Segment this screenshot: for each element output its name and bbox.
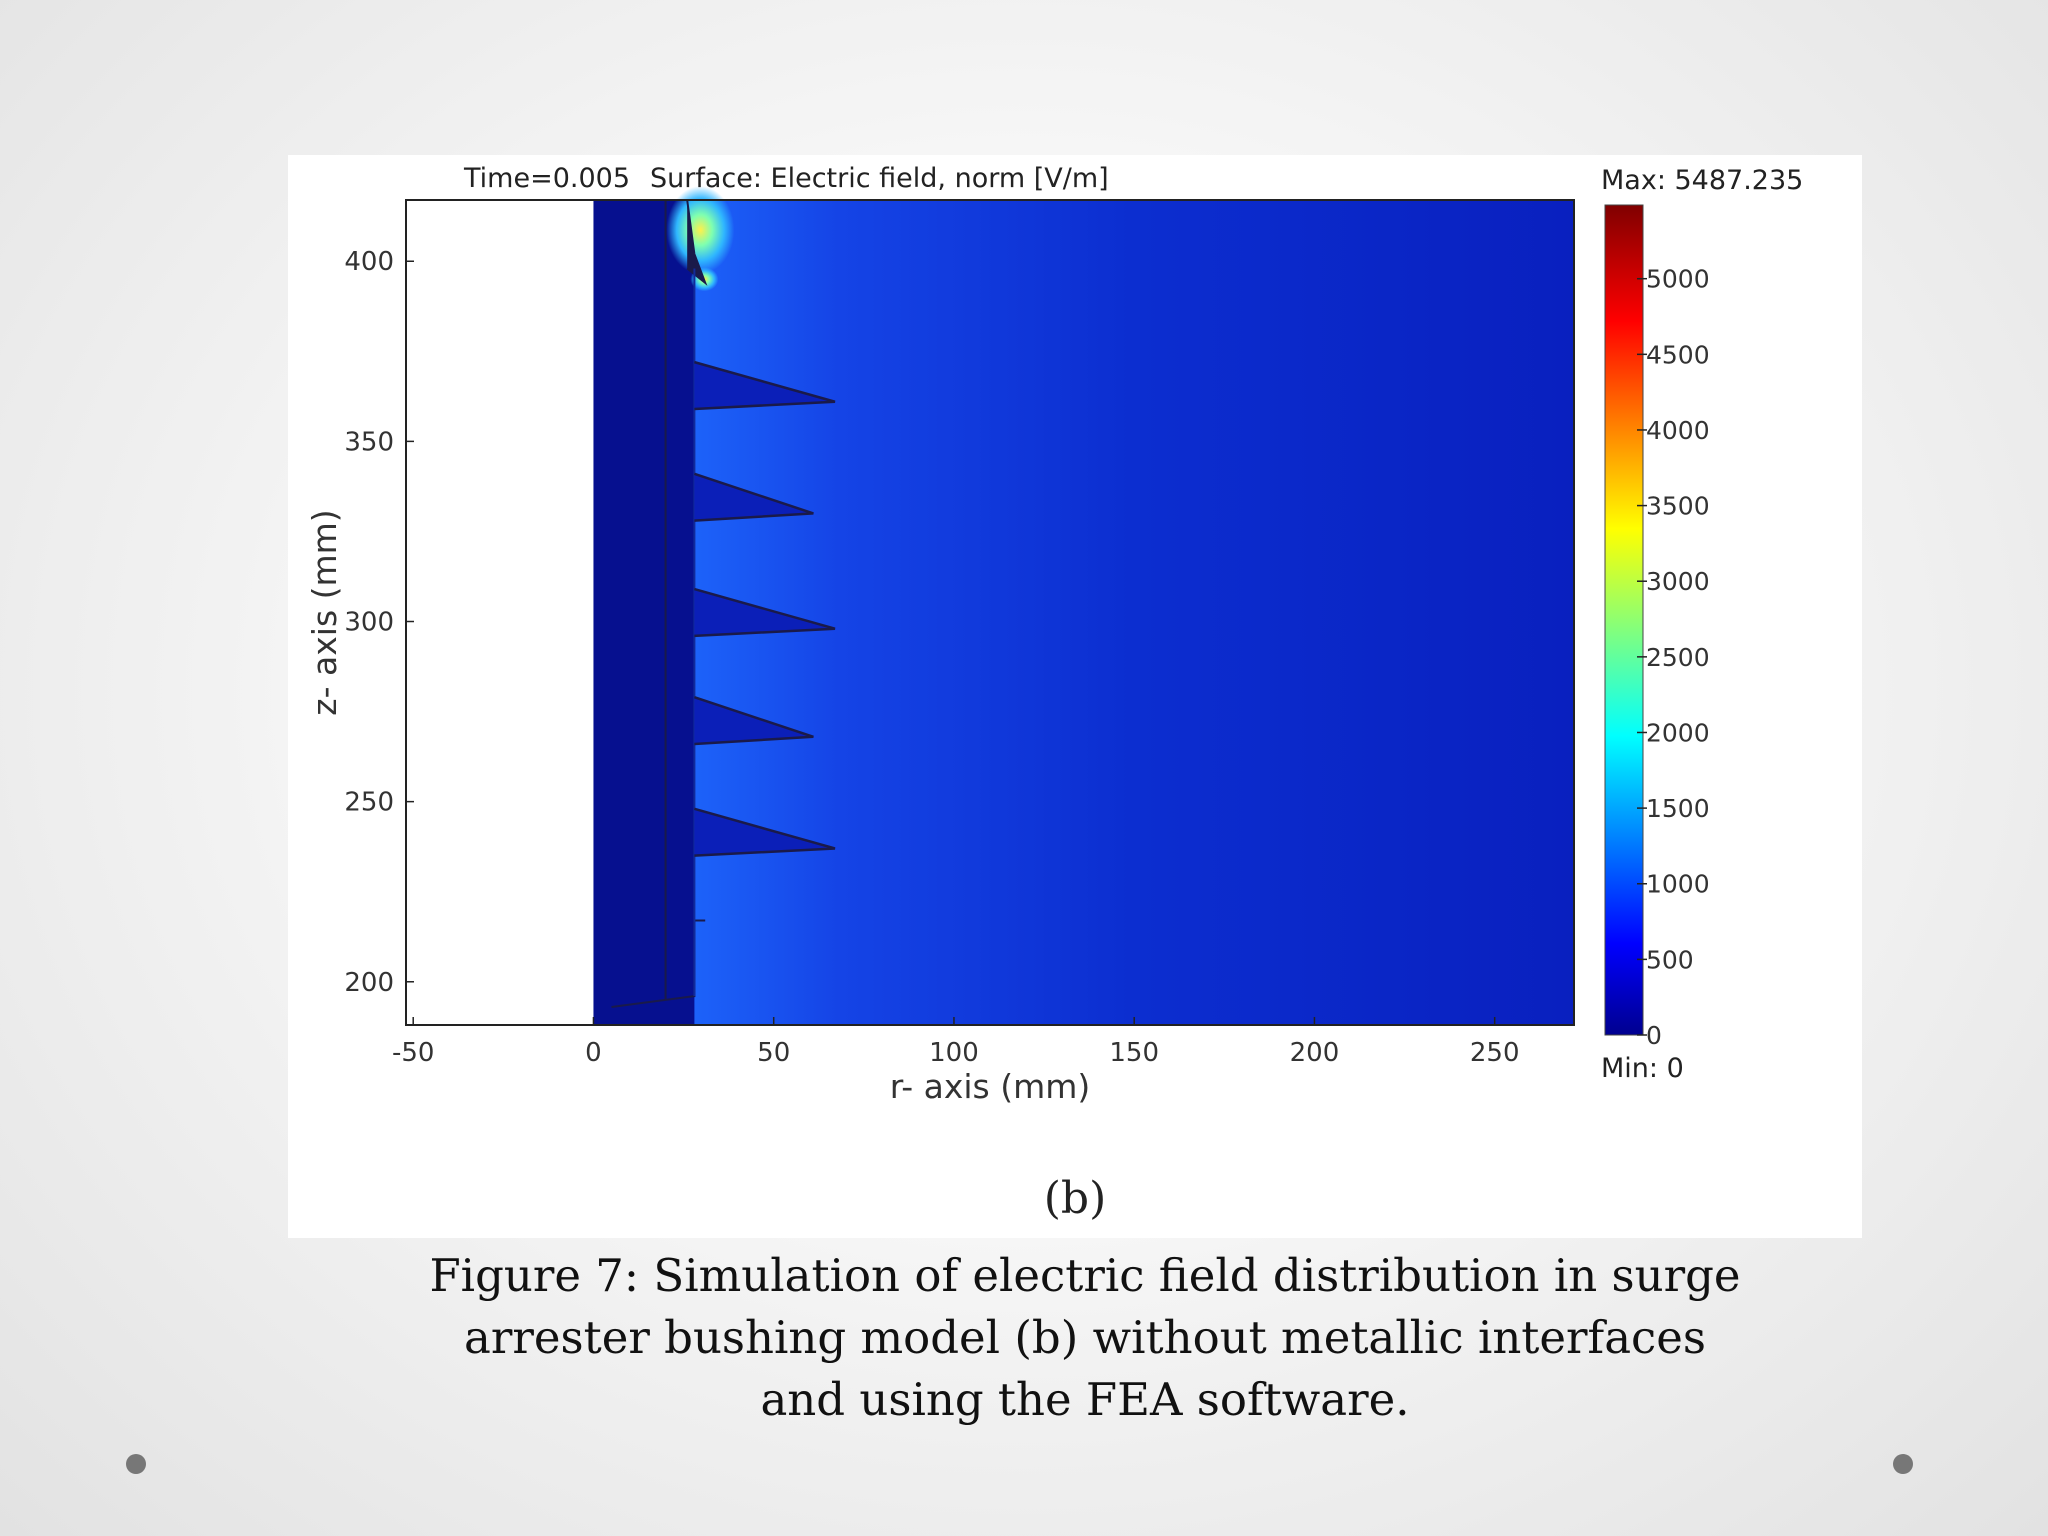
x-tick-label: 250 [1470,1038,1520,1068]
plot-frame [405,199,1575,1026]
colorbar [1604,204,1644,1036]
y-tick-label: 350 [344,427,394,457]
surface-label: Surface: Electric field, norm [V/m] [650,163,1109,194]
y-tick-label: 300 [344,608,394,638]
shed-3 [694,587,836,638]
shed-5 [694,807,836,857]
colorbar-tick-label: 500 [1646,945,1694,974]
y-tick-label: 400 [344,247,394,277]
colorbar-tick-label: 4000 [1646,416,1710,445]
colorbar-min-label: Min: 0 [1601,1053,1684,1084]
colorbar-tick-label: 4500 [1646,340,1710,369]
y-tick-label: 250 [344,788,394,818]
x-tick-label: 50 [757,1038,790,1068]
shed-2 [693,472,814,522]
colorbar-tick-label: 0 [1646,1021,1662,1050]
colorbar-tick-label: 3500 [1646,492,1710,521]
colorbar-tick-label: 1500 [1646,794,1710,823]
y-axis-title: z- axis (mm) [305,509,344,715]
colorbar-tick-label: 5000 [1646,265,1710,294]
core-region [593,200,695,1025]
slide-bullet-right [1893,1454,1913,1474]
shed-1 [694,360,836,411]
x-axis-title: r- axis (mm) [890,1067,1091,1106]
top-electrode-outline [686,199,708,286]
x-tick-label: 200 [1290,1038,1340,1068]
x-tick-label: 0 [585,1038,602,1068]
colorbar-max-label: Max: 5487.235 [1601,165,1804,196]
figure-caption: Figure 7: Simulation of electric field d… [340,1245,1830,1431]
colorbar-tick-label: 2000 [1646,718,1710,747]
x-tick-label: -50 [392,1038,434,1068]
slide-bullet-left [126,1454,146,1474]
y-tick-label: 200 [344,968,394,998]
x-tick-label: 100 [929,1038,979,1068]
caption-line-3: and using the FEA software. [760,1373,1410,1426]
caption-line-2: arrester bushing model (b) without metal… [464,1311,1706,1364]
time-label: Time=0.005 [464,163,630,194]
colorbar-tick-label: 3000 [1646,567,1710,596]
figure-panel: -50 0 50 100 150 200 250 200 250 300 350 400 r- axis… [288,155,1862,1238]
colorbar-tick-label: 1000 [1646,870,1710,899]
figure-sublabel: (b) [1043,1173,1107,1224]
field-plot: -50 0 50 100 150 200 250 200 250 300 350 400 r- axis… [305,186,1710,1106]
x-tick-label: 150 [1109,1038,1159,1068]
caption-line-1: Figure 7: Simulation of electric field d… [429,1249,1741,1302]
empty-region [406,200,594,1025]
field-hot-spot [666,186,735,274]
colorbar-tick-label: 2500 [1646,643,1710,672]
shed-4 [693,695,814,746]
